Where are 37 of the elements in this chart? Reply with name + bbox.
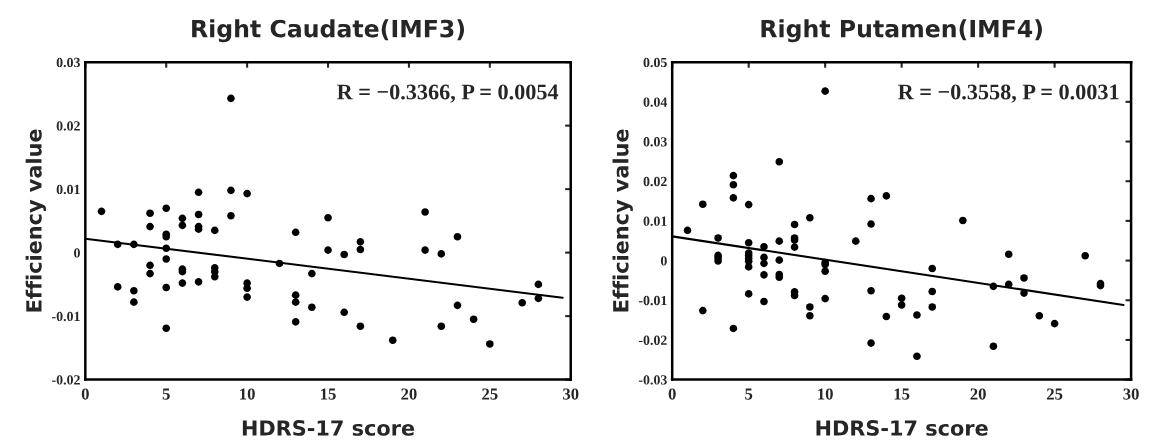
x-tick-label: 10 [818,388,833,400]
x-tick-label: 25 [1046,388,1063,400]
y-tick-label: -0.01 [638,295,667,306]
x-tick-label: 5 [745,388,753,400]
annotation: R = −0.3558, P = 0.0031 [898,84,1119,103]
x-tick-label: 30 [563,388,579,400]
y-tick-label: 0.02 [56,121,80,131]
x-tick-label: 25 [482,388,498,400]
y-axis-title: Efficiency value [612,129,633,312]
y-tick-label: 0.02 [643,176,667,187]
y-axis-title: Efficiency value [25,129,46,312]
y-tick-label: 0.04 [643,97,668,107]
y-tick-label: 0 [660,256,667,266]
x-axis-title: HDRS-17 score [242,420,415,436]
y-tick-label: 0.03 [56,57,80,68]
y-tick-label: 0.03 [643,137,667,147]
x-tick-label: 10 [240,388,255,400]
chart-title: Right Putamen(IMF4) [761,19,1042,43]
x-tick-label: 20 [401,388,417,400]
x-tick-label: 15 [321,388,336,400]
x-tick-label: 0 [81,388,89,400]
y-tick-label: -0.03 [638,375,667,385]
y-tick-label: 0.01 [643,216,667,226]
chart-title: Right Caudate(IMF3) [192,19,465,43]
x-tick-label: 5 [162,388,170,400]
x-axis-title: HDRS-17 score [816,420,988,436]
x-tick-label: 30 [1123,388,1139,400]
annotation: R = −0.3366, P = 0.0054 [337,84,559,103]
y-tick-label: 0 [74,248,80,258]
x-tick-label: 15 [894,388,910,400]
y-tick-label: -0.02 [52,375,80,385]
y-tick-label: 0.05 [643,57,667,68]
x-tick-label: 20 [970,388,986,400]
y-tick-label: -0.02 [638,335,667,345]
y-tick-label: -0.01 [52,311,80,322]
y-tick-label: 0.01 [56,184,80,195]
x-tick-label: 0 [668,388,676,400]
